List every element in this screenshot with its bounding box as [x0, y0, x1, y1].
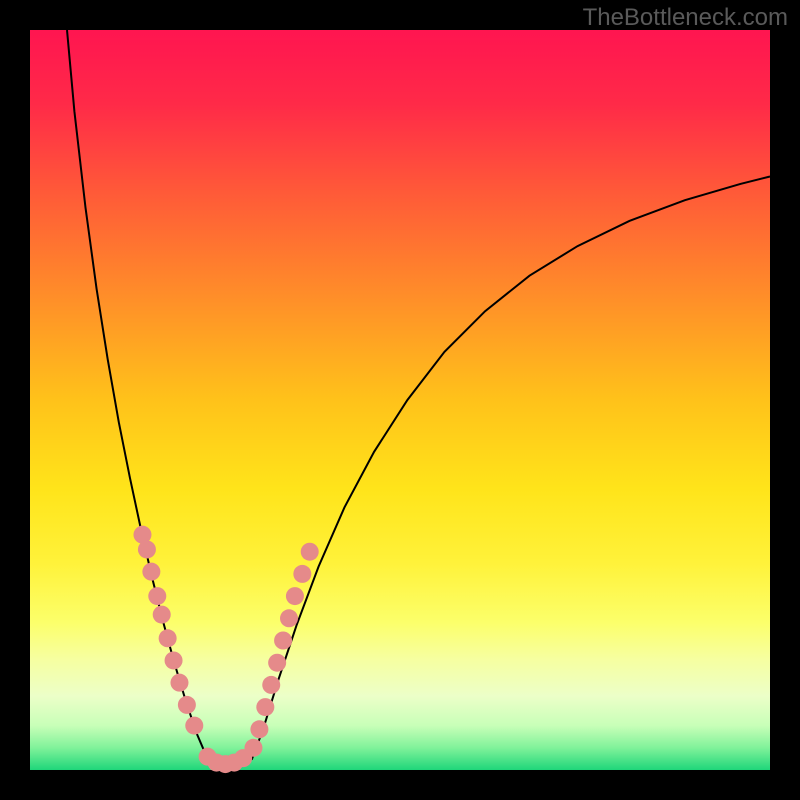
data-marker — [170, 674, 188, 692]
data-marker — [153, 606, 171, 624]
data-marker — [165, 651, 183, 669]
data-marker — [244, 739, 262, 757]
data-marker — [268, 654, 286, 672]
chart-frame: TheBottleneck.com — [0, 0, 800, 800]
data-marker — [301, 543, 319, 561]
data-marker — [256, 698, 274, 716]
data-marker — [293, 565, 311, 583]
data-marker — [148, 587, 166, 605]
watermark-text: TheBottleneck.com — [583, 4, 788, 32]
data-marker — [178, 696, 196, 714]
data-marker — [274, 632, 292, 650]
data-marker — [250, 720, 268, 738]
data-marker — [185, 717, 203, 735]
chart-svg — [0, 0, 800, 800]
data-marker — [142, 563, 160, 581]
data-marker — [262, 676, 280, 694]
plot-background — [30, 30, 770, 770]
data-marker — [138, 540, 156, 558]
data-marker — [286, 587, 304, 605]
data-marker — [280, 609, 298, 627]
data-marker — [159, 629, 177, 647]
